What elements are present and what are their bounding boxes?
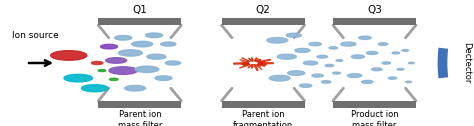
Text: Parent ion
fragmentation: Parent ion fragmentation bbox=[233, 110, 293, 126]
Bar bbox=[333, 101, 416, 108]
Circle shape bbox=[347, 74, 362, 77]
Circle shape bbox=[321, 81, 331, 83]
Circle shape bbox=[333, 72, 340, 74]
Circle shape bbox=[406, 81, 411, 83]
Circle shape bbox=[91, 61, 103, 65]
Circle shape bbox=[303, 61, 318, 65]
Circle shape bbox=[336, 60, 343, 61]
Circle shape bbox=[351, 55, 365, 58]
Circle shape bbox=[359, 36, 371, 39]
Bar bbox=[221, 18, 304, 25]
Circle shape bbox=[132, 41, 153, 47]
Circle shape bbox=[402, 50, 409, 51]
Circle shape bbox=[325, 64, 334, 67]
Circle shape bbox=[161, 42, 176, 46]
Circle shape bbox=[100, 44, 118, 49]
Circle shape bbox=[267, 38, 288, 43]
Circle shape bbox=[300, 84, 312, 87]
Circle shape bbox=[372, 68, 382, 71]
Circle shape bbox=[147, 54, 166, 59]
Circle shape bbox=[312, 74, 323, 77]
Circle shape bbox=[309, 42, 321, 46]
Circle shape bbox=[125, 85, 146, 91]
Bar bbox=[221, 101, 304, 108]
Text: Parent ion
mass filter: Parent ion mass filter bbox=[118, 110, 162, 126]
Circle shape bbox=[329, 47, 337, 49]
Text: Ion source: Ion source bbox=[12, 31, 59, 40]
Circle shape bbox=[388, 77, 397, 79]
Circle shape bbox=[277, 54, 296, 59]
Circle shape bbox=[82, 85, 108, 92]
Text: Q3: Q3 bbox=[367, 5, 382, 15]
Circle shape bbox=[98, 70, 106, 72]
Text: Q1: Q1 bbox=[132, 5, 147, 15]
Circle shape bbox=[378, 43, 388, 45]
Circle shape bbox=[146, 33, 163, 38]
Circle shape bbox=[382, 62, 391, 64]
Circle shape bbox=[397, 68, 404, 70]
Bar bbox=[98, 101, 181, 108]
Bar bbox=[333, 18, 416, 25]
Circle shape bbox=[341, 42, 356, 46]
Text: Dectector: Dectector bbox=[463, 42, 471, 84]
Circle shape bbox=[165, 61, 181, 65]
Circle shape bbox=[366, 51, 378, 54]
Circle shape bbox=[135, 66, 159, 72]
Circle shape bbox=[269, 75, 290, 81]
Circle shape bbox=[51, 51, 87, 60]
Circle shape bbox=[155, 76, 172, 80]
Circle shape bbox=[317, 55, 328, 58]
Circle shape bbox=[286, 33, 301, 37]
Circle shape bbox=[118, 50, 142, 56]
Circle shape bbox=[295, 48, 310, 52]
Text: Q2: Q2 bbox=[255, 5, 271, 15]
Circle shape bbox=[115, 36, 132, 40]
Circle shape bbox=[109, 78, 118, 81]
Circle shape bbox=[409, 62, 414, 64]
Circle shape bbox=[288, 71, 305, 75]
Circle shape bbox=[106, 58, 127, 63]
Circle shape bbox=[362, 80, 373, 83]
Circle shape bbox=[392, 52, 400, 54]
Circle shape bbox=[109, 67, 137, 74]
Circle shape bbox=[64, 74, 92, 82]
Bar bbox=[98, 18, 181, 25]
Text: Product ion
mass filter: Product ion mass filter bbox=[351, 110, 398, 126]
